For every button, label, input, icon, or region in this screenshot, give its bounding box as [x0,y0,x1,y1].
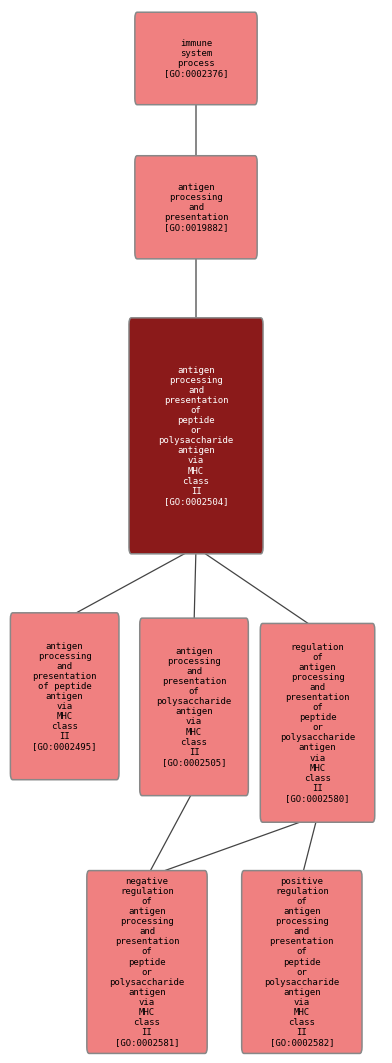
FancyBboxPatch shape [11,612,119,780]
FancyBboxPatch shape [260,623,375,823]
Text: antigen
processing
and
presentation
[GO:0019882]: antigen processing and presentation [GO:… [164,183,228,232]
FancyBboxPatch shape [135,12,257,105]
Text: antigen
processing
and
presentation
of
polysaccharide
antigen
via
MHC
class
II
[: antigen processing and presentation of p… [156,647,232,766]
Text: immune
system
process
[GO:0002376]: immune system process [GO:0002376] [164,39,228,78]
Text: positive
regulation
of
antigen
processing
and
presentation
of
peptide
or
polysac: positive regulation of antigen processin… [264,877,339,1047]
Text: antigen
processing
and
presentation
of
peptide
or
polysaccharide
antigen
via
MHC: antigen processing and presentation of p… [158,366,234,506]
FancyBboxPatch shape [140,619,249,795]
Text: regulation
of
antigen
processing
and
presentation
of
peptide
or
polysaccharide
a: regulation of antigen processing and pre… [280,643,355,803]
FancyBboxPatch shape [135,155,257,258]
Text: negative
regulation
of
antigen
processing
and
presentation
of
peptide
or
polysac: negative regulation of antigen processin… [109,877,185,1047]
Text: antigen
processing
and
presentation
of peptide
antigen
via
MHC
class
II
[GO:0002: antigen processing and presentation of p… [33,641,97,752]
FancyBboxPatch shape [87,871,207,1053]
FancyBboxPatch shape [129,318,263,554]
FancyBboxPatch shape [241,871,362,1053]
